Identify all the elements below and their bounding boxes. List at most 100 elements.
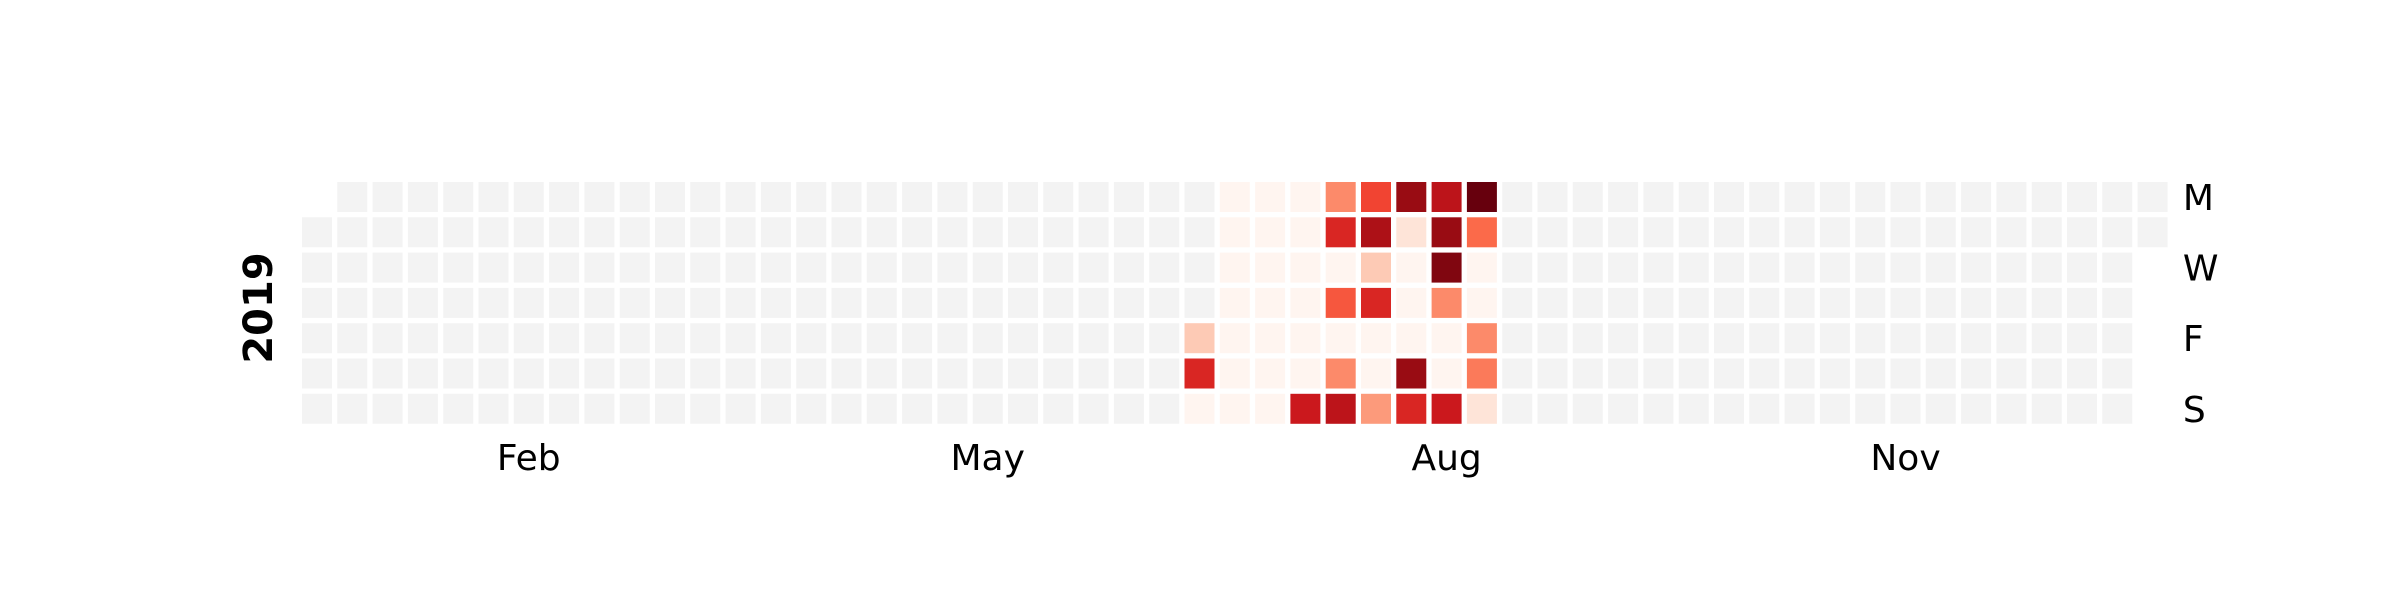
day-cell <box>1219 393 1250 424</box>
day-cell <box>655 252 685 283</box>
day-cell <box>1290 287 1321 318</box>
day-cell <box>1819 217 1850 248</box>
day-cell <box>1290 182 1321 212</box>
day-cell <box>1537 323 1568 354</box>
day-cell <box>1749 323 1780 354</box>
day-cell <box>1361 182 1391 212</box>
day-cell <box>2102 323 2133 354</box>
day-cell <box>902 393 933 424</box>
day-cell <box>1678 217 1709 248</box>
day-cell <box>902 358 933 389</box>
day-cell <box>302 358 332 389</box>
day-cell <box>937 323 968 354</box>
day-cell <box>1572 393 1603 424</box>
day-cell <box>1890 358 1921 389</box>
day-cell <box>972 323 1003 354</box>
day-cell <box>1819 252 1850 283</box>
day-cell <box>1290 323 1321 354</box>
day-cell <box>1996 358 2027 389</box>
day-cell <box>1149 182 1180 212</box>
day-cell <box>655 393 685 424</box>
day-cell <box>584 182 615 212</box>
day-cell <box>1819 287 1850 318</box>
day-cell <box>972 182 1003 212</box>
day-cell <box>1008 323 1038 354</box>
day-cell <box>1466 217 1497 248</box>
day-cell <box>372 393 403 424</box>
day-cell <box>1890 182 1921 212</box>
day-cell <box>1149 393 1180 424</box>
day-cell <box>1572 323 1603 354</box>
day-cell <box>655 217 685 248</box>
day-cell <box>478 393 509 424</box>
day-cell <box>1184 323 1215 354</box>
day-cell <box>1572 182 1603 212</box>
day-cell <box>1855 323 1886 354</box>
day-cell <box>937 182 968 212</box>
day-cell <box>1325 287 1356 318</box>
day-cell <box>1996 217 2027 248</box>
day-cell <box>584 287 615 318</box>
day-cell <box>1466 252 1497 283</box>
day-cell <box>1255 323 1286 354</box>
day-cell <box>796 358 827 389</box>
day-cell <box>302 252 332 283</box>
day-cell <box>2102 287 2133 318</box>
day-cell <box>407 182 438 212</box>
day-cell <box>2031 287 2062 318</box>
day-cell <box>513 323 544 354</box>
day-cell <box>1043 323 1074 354</box>
day-cell <box>1643 323 1674 354</box>
day-cell <box>1431 252 1462 283</box>
day-cell <box>1925 217 1956 248</box>
day-cell <box>1008 252 1038 283</box>
day-cell <box>549 287 580 318</box>
day-cell <box>655 358 685 389</box>
day-cell <box>2031 252 2062 283</box>
day-cell <box>1078 323 1109 354</box>
day-cell <box>372 323 403 354</box>
day-cell <box>2102 393 2133 424</box>
day-cell <box>725 323 756 354</box>
day-cell <box>725 393 756 424</box>
day-cell <box>1537 217 1568 248</box>
day-cell <box>1996 393 2027 424</box>
day-cell <box>1219 252 1250 283</box>
day-cell <box>1184 217 1215 248</box>
day-cell <box>1184 182 1215 212</box>
day-cell <box>1043 287 1074 318</box>
day-cell <box>1537 287 1568 318</box>
day-cell <box>1925 358 1956 389</box>
day-cell <box>1714 287 1744 318</box>
day-cell <box>760 287 791 318</box>
day-cell <box>1502 252 1533 283</box>
day-cell <box>1008 358 1038 389</box>
day-cell <box>302 393 332 424</box>
day-cell <box>1714 217 1744 248</box>
day-cell <box>2102 358 2133 389</box>
day-cell <box>2102 252 2133 283</box>
day-cell <box>1643 287 1674 318</box>
day-cell <box>796 393 827 424</box>
day-cell <box>1255 393 1286 424</box>
day-cell <box>690 252 721 283</box>
day-cell <box>1855 358 1886 389</box>
day-cell <box>1008 287 1038 318</box>
day-cell <box>1608 252 1639 283</box>
day-cell <box>1643 182 1674 212</box>
day-cell <box>513 252 544 283</box>
day-cell <box>1255 358 1286 389</box>
day-cell <box>690 323 721 354</box>
day-cell <box>1113 323 1144 354</box>
day-cell <box>1749 217 1780 248</box>
day-cell <box>1608 323 1639 354</box>
day-cell <box>1325 323 1356 354</box>
day-cell <box>513 287 544 318</box>
day-cell <box>407 252 438 283</box>
day-cell <box>1113 217 1144 248</box>
day-cell <box>1431 217 1462 248</box>
day-cell <box>1819 358 1850 389</box>
day-cell <box>831 323 862 354</box>
day-cell <box>725 182 756 212</box>
day-cell <box>972 252 1003 283</box>
